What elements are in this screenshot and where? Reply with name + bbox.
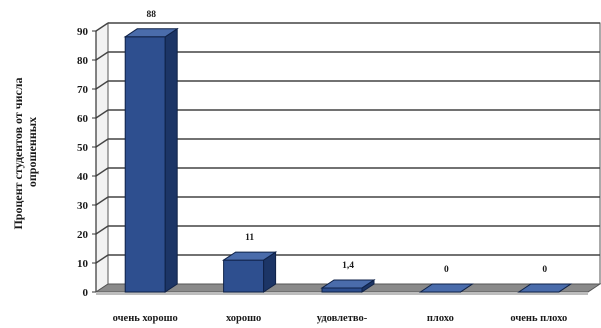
value-label: 88 [146,10,156,20]
y-tick-label: 40 [77,171,89,183]
y-axis-title-line-2: опрошенных [25,117,39,187]
y-tick-label: 80 [77,55,89,67]
y-tick-label: 50 [77,142,89,154]
category-label: плохо [427,313,454,324]
chart-walls [95,22,601,293]
gridline-side [95,22,109,32]
value-label: 0 [444,265,449,275]
back-wall [107,22,601,285]
bar-top [418,283,475,293]
gridline-side [95,138,109,148]
y-axis-title-line-1: Процент студентов от числа [11,77,25,229]
category-label: очень хорошо [113,313,178,324]
value-label: 1,4 [342,261,354,271]
category-label: удовлетво- [317,313,368,324]
y-tick-label: 0 [83,287,89,299]
floor-front-edge [96,292,588,295]
bar-top [517,283,573,293]
y-tick-label: 20 [77,229,89,241]
value-labels: 88 11 1,4 0 0 [146,10,547,275]
value-label: 11 [245,233,254,243]
bar-top [221,251,278,261]
gridline-side [95,51,109,61]
y-axis-title: Процент студентов от числа опрошенных [11,74,39,229]
y-tick-label: 70 [77,84,89,96]
category-label: очень плохо [510,313,567,324]
gridline-side [95,80,109,90]
gridline-side [95,167,109,177]
category-label: хорошо [226,313,261,324]
value-label: 0 [542,265,547,275]
bar-top [320,279,376,289]
bar-side [164,27,178,293]
bar-top [123,28,179,38]
gridline-side [95,196,109,206]
y-tick-label: 10 [77,258,89,270]
bars [123,27,573,293]
gridline-side [95,225,109,235]
y-tick-label: 30 [77,200,89,212]
side-wall [95,22,109,293]
category-labels: очень хорошо хорошо удовлетво-плохо очень п… [113,313,568,324]
y-tick-labels: 0 10 20 30 40 50 60 70 80 90 [77,26,89,299]
gridlines [92,22,600,293]
bar-front [124,36,166,293]
bar-front [223,259,265,293]
y-tick-label: 90 [77,26,89,38]
gridline-side [95,109,109,119]
gridline-side [95,254,109,264]
y-tick-label: 60 [77,113,89,125]
bar-front [321,287,363,293]
